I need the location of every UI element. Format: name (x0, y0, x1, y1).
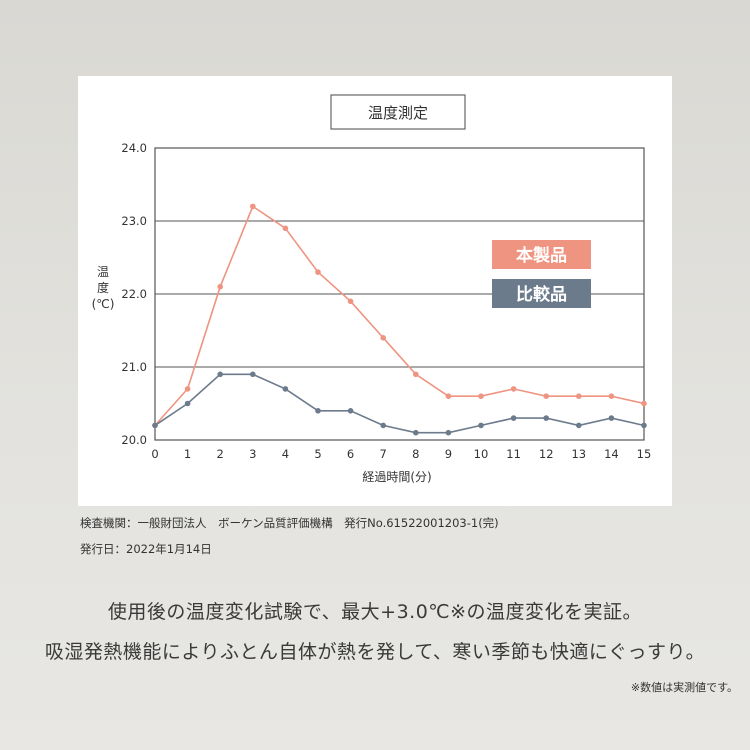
data-point (641, 400, 647, 407)
series-line-2 (154, 373, 645, 434)
data-point (217, 371, 223, 378)
x-tick-label: 13 (571, 447, 586, 461)
x-tick-label: 5 (314, 447, 321, 461)
series-line-1 (154, 205, 645, 426)
chart-title: 温度測定 (368, 104, 428, 122)
y-tick-label: 22.0 (121, 287, 147, 301)
y-tick-label: 23.0 (121, 214, 147, 228)
x-tick-label: 1 (184, 447, 191, 461)
x-tick-label: 10 (474, 447, 489, 461)
data-point (250, 203, 256, 210)
y-axis-label-part: 度 (97, 280, 109, 295)
data-point (315, 269, 321, 275)
data-point (576, 422, 582, 429)
data-point (315, 408, 321, 414)
data-point (250, 371, 256, 378)
y-tick-label: 24.0 (121, 141, 147, 155)
data-point (576, 393, 582, 400)
data-point (543, 393, 549, 400)
chart-panel: 20.0 21.0 22.0 23.0 24.0 0 1 2 3 4 5 6 7 8 9 10 11 12 13 14… (78, 76, 672, 506)
data-point (282, 386, 289, 392)
x-axis-label: 経過時間(分) (362, 470, 431, 484)
x-tick-label: 14 (604, 447, 619, 461)
legend-label: 本製品 (516, 245, 567, 266)
x-tick-label: 9 (445, 447, 452, 461)
data-point (608, 393, 615, 400)
x-tick-label: 15 (637, 447, 652, 461)
data-point (510, 415, 517, 421)
legend-item-1: 本製品 (492, 240, 591, 269)
data-point (380, 335, 387, 341)
x-tick-label: 6 (347, 447, 354, 461)
x-tick-label: 7 (380, 447, 387, 461)
y-axis-label-part: 温 (97, 265, 109, 279)
data-point (217, 283, 223, 290)
y-axis-label-part: (℃) (92, 297, 115, 311)
legend-label: 比較品 (516, 284, 567, 305)
y-tick-label: 20.0 (121, 433, 147, 447)
chart-title-box: 温度測定 (330, 94, 466, 130)
legend-item-2: 比較品 (492, 279, 591, 308)
footnote: ※数値は実測値です。 (630, 681, 738, 694)
data-point (510, 386, 517, 392)
source-info: 検査機関：一般財団法人 ボーケン品質評価機構 発行No.61522001203-… (80, 516, 499, 530)
data-point (413, 429, 419, 436)
y-axis-label: 温度 (℃) (92, 265, 115, 311)
caption-line-2: 吸湿発熱機能によりふとん自体が熱を発して、寒い季節も快適にぐっすり。 (44, 641, 706, 663)
data-point (347, 408, 354, 414)
data-point (184, 400, 191, 407)
x-tick-label: 0 (151, 447, 158, 461)
issue-date: 発行日：2022年1月14日 (80, 542, 212, 556)
x-tick-label: 8 (412, 447, 419, 461)
data-point (282, 225, 289, 232)
data-point (347, 298, 354, 305)
data-point (152, 422, 158, 429)
data-point (543, 415, 549, 421)
x-tick-label: 11 (506, 447, 521, 461)
data-point (380, 422, 387, 429)
x-tick-label: 3 (249, 447, 256, 461)
data-point (478, 393, 484, 400)
data-point (641, 422, 647, 429)
data-point (445, 393, 452, 400)
caption-line-1: 使用後の温度変化試験で、最大+3.0℃※の温度変化を実証。 (107, 601, 643, 623)
legend-swatch (492, 240, 591, 269)
x-tick-label: 12 (539, 447, 554, 461)
data-point (413, 371, 419, 378)
temperature-chart: 20.021.022.023.024.00 1 2 3 4 5 6 7 8 9 10 11 12 13 14… (92, 94, 652, 484)
data-point (184, 386, 191, 392)
legend-swatch (492, 279, 591, 308)
x-tick-label: 2 (217, 447, 224, 461)
data-point (445, 429, 452, 436)
y-tick-label: 21.0 (121, 360, 147, 374)
data-point (608, 415, 615, 421)
x-tick-label: 4 (282, 447, 289, 461)
data-point (478, 422, 484, 429)
